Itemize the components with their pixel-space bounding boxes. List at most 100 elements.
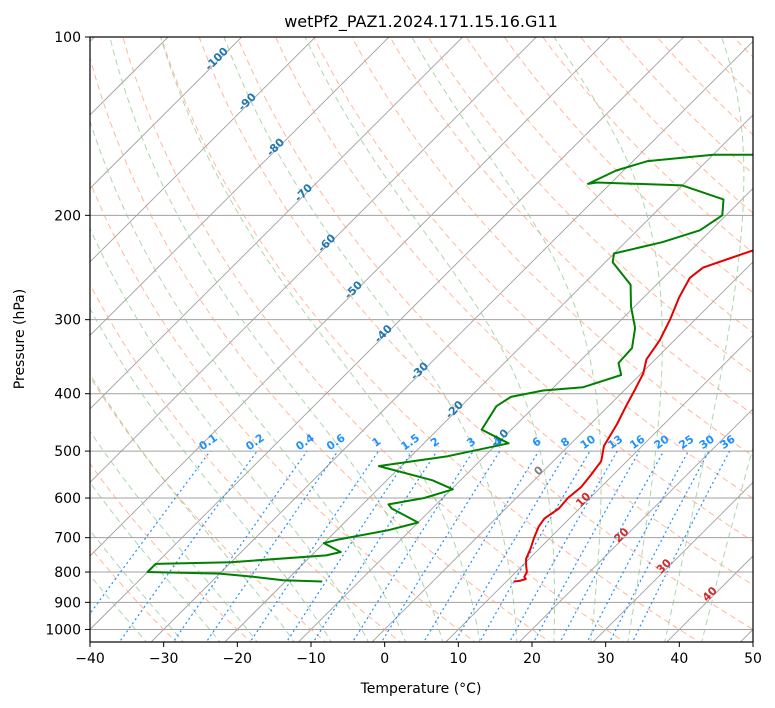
y-tick-label: 700 [54, 531, 81, 547]
moist-adiabat-label: -70 [292, 181, 315, 204]
mixing-ratio-line [559, 450, 665, 642]
moist-adiabat-line [304, 37, 555, 642]
mixing-ratio-label: 1 [370, 435, 384, 450]
y-axis-title: Pressure (hPa) [12, 289, 28, 389]
mixing-ratio-label: 20 [652, 432, 672, 452]
x-tick-label: 20 [523, 651, 541, 667]
moist-adiabat-label: -80 [264, 135, 287, 158]
y-ticks: 100 200 300 400 500 600 700 800 900 1000 [45, 30, 90, 638]
mixing-ratio-line [423, 450, 540, 642]
mixing-ratio-label: 6 [530, 435, 544, 450]
moist-adiabat-line [90, 307, 332, 642]
moist-adiabat-line [664, 37, 745, 642]
x-tick-label: −10 [296, 651, 326, 667]
moist-adiabat-label: -20 [443, 398, 466, 421]
y-tick-label: 200 [54, 208, 81, 224]
isotherm-line [90, 37, 316, 263]
dry-adiabat-label: 40 [700, 584, 720, 604]
moist-adiabat-line [90, 373, 295, 642]
x-tick-label: 30 [597, 651, 615, 667]
mixing-ratio-line [609, 450, 710, 642]
dry-adiabat-line [694, 37, 753, 97]
moist-adiabat-line [223, 37, 518, 642]
dry-adiabat-label: 30 [654, 556, 674, 576]
isotherm-line [297, 187, 753, 642]
dewpoint-profile-line [146, 153, 753, 583]
mixing-ratio-label: 16 [627, 432, 647, 452]
dry-adiabat-label: 10 [573, 490, 593, 510]
moist-adiabat-line [109, 37, 444, 642]
mixing-ratio-line [380, 450, 501, 642]
dry-adiabat-line [503, 37, 753, 294]
y-tick-label: 100 [54, 30, 81, 46]
isotherm-line [90, 37, 611, 557]
isotherm-line [90, 37, 464, 410]
mixing-ratio-line [205, 450, 339, 642]
x-tick-label: 0 [380, 651, 389, 667]
x-tick-label: 40 [670, 651, 688, 667]
dry-adiabat-line [90, 462, 252, 642]
mixing-ratio-label: 10 [578, 432, 598, 452]
y-tick-label: 400 [54, 387, 81, 403]
mixing-ratio-label: 0.1 [197, 431, 220, 453]
isotherm-line [739, 628, 753, 642]
isotherm-line [445, 334, 753, 642]
dry-adiabat-line [580, 37, 753, 214]
isotherm-line [90, 37, 243, 190]
moist-adiabat-line [90, 119, 407, 642]
y-tick-label: 900 [54, 595, 81, 611]
mixing-ratio-line [454, 450, 568, 642]
dry-adiabat-line [236, 37, 753, 586]
dry-adiabat-line [656, 37, 753, 136]
dry-adiabat-line [732, 37, 753, 58]
mixing-ratio-label: 0.4 [293, 431, 317, 453]
mixing-ratio-label: 2 [428, 435, 442, 450]
moist-adiabat-line [90, 430, 258, 642]
dry-adiabat-line [274, 37, 753, 542]
mixing-ratio-line [586, 450, 689, 642]
y-tick-label: 600 [54, 491, 81, 507]
isotherm-line [371, 261, 753, 642]
dry-adiabat-line [90, 283, 402, 642]
x-tick-label: −20 [223, 651, 253, 667]
mixing-ratio-label: 30 [697, 432, 717, 452]
chart-title: wetPf2_PAZ1.2024.171.15.16.G11 [284, 12, 558, 32]
isotherm-line [90, 37, 390, 337]
temperature-profile-line [513, 249, 753, 583]
dry-adiabat-line [541, 37, 753, 254]
x-tick-label: 10 [449, 651, 467, 667]
dry-adiabat-line [465, 37, 753, 334]
moist-adiabat-line [160, 37, 481, 642]
y-tick-label: 500 [54, 444, 81, 460]
dry-adiabat-line [90, 180, 476, 642]
dry-adiabat-line [122, 37, 626, 642]
x-ticks: −40 −30 −20 −10 0 10 20 30 40 50 [75, 642, 762, 667]
dry-adiabat-line [198, 37, 753, 630]
mixing-ratio-label: 0.6 [324, 431, 348, 453]
moist-adiabat-line [553, 37, 663, 642]
moist-adiabat-line [90, 227, 369, 642]
dry-adiabat-line [90, 55, 551, 642]
y-tick-label: 800 [54, 565, 81, 581]
moist-adiabat-label: -60 [315, 231, 338, 254]
dry-adiabat-line [90, 375, 327, 642]
mixing-ratio-label: 3 [464, 435, 478, 450]
dry-adiabat-line [427, 37, 753, 374]
moist-adiabat-line [411, 37, 602, 642]
reference-line-labels: 0.1 0.2 0.4 0.6 1 1.5 2 3 4 6 8 10 13 16 20 25 30 36-100-… [197, 44, 738, 604]
mixing-ratio-label: 36 [718, 432, 738, 452]
moist-adiabat-label: -30 [408, 359, 431, 382]
mixing-ratio-line [172, 450, 308, 642]
mixing-ratio-line [533, 450, 640, 642]
x-axis-title: Temperature (°C) [360, 681, 482, 697]
isotherm-line [90, 37, 685, 631]
background-lines [90, 37, 753, 642]
isotherm-line [592, 481, 753, 642]
dry-adiabat-label: 20 [611, 525, 631, 545]
moist-adiabat-line [90, 529, 185, 642]
mixing-ratio-line [479, 450, 591, 642]
moist-adiabat-line [90, 481, 221, 642]
isotherm-line [518, 408, 753, 642]
x-tick-label: 50 [744, 651, 762, 667]
